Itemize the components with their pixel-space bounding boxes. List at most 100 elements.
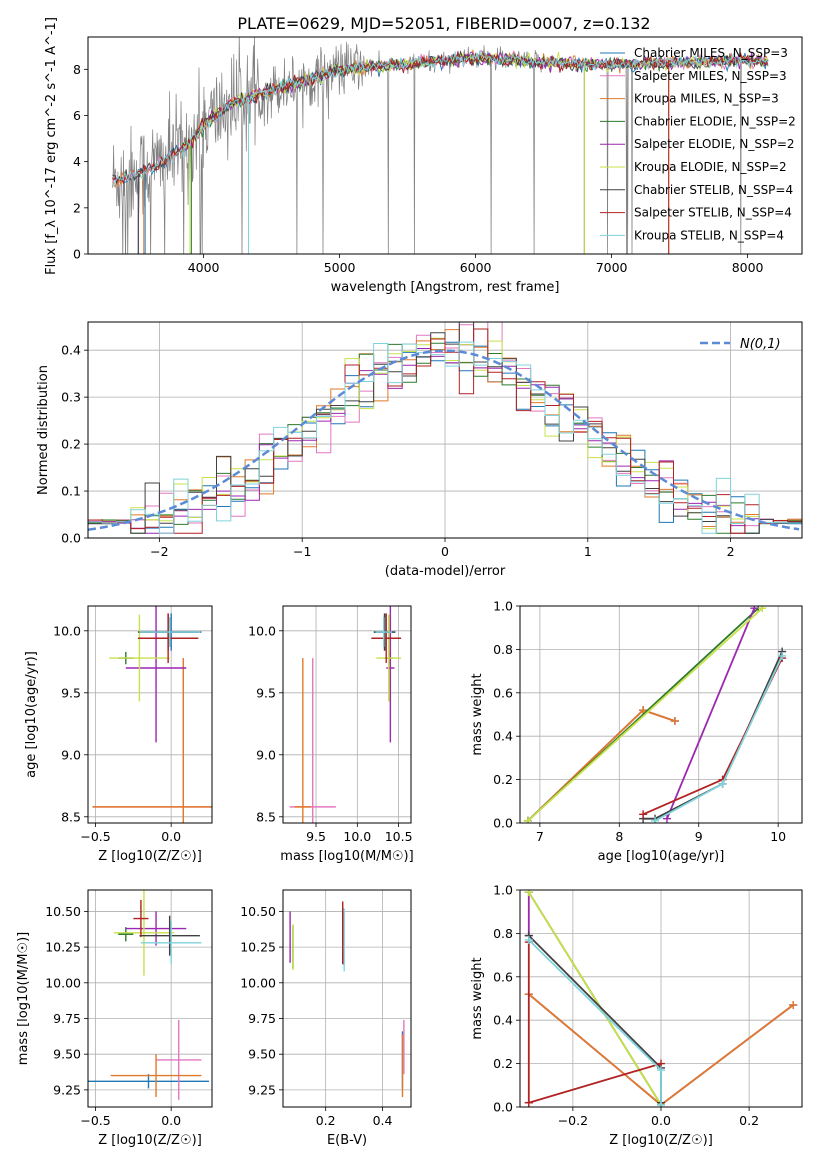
- y-tick-label: 0.2: [493, 1056, 513, 1071]
- y-tick-label: 0.6: [493, 685, 513, 700]
- legend-entry-kroupa-miles: Kroupa MILES, N_SSP=3: [634, 92, 779, 106]
- x-tick-label: 2: [727, 544, 735, 559]
- x-tick-label: 7000: [596, 260, 628, 275]
- legend-entry-kroupa-elodie: Kroupa ELODIE, N_SSP=2: [634, 160, 787, 174]
- y-tick-label: 9.25: [248, 1082, 276, 1097]
- y-axis-label: mass weight: [470, 957, 485, 1039]
- y-tick-label: 8: [73, 62, 81, 77]
- weight-marker-kroupa-miles: [639, 706, 648, 715]
- axes-frame: [519, 889, 803, 1108]
- axes-frame: [87, 605, 213, 824]
- errorbar-point-salpeter-elodie: [386, 606, 395, 743]
- weight-marker-salpeter-elodie: [750, 606, 759, 613]
- axes-frame: [282, 605, 412, 824]
- y-tick-label: 9.75: [53, 1011, 81, 1026]
- legend-entry-salpeter-miles: Salpeter MILES, N_SSP=3: [634, 69, 787, 83]
- normal-distribution-curve: [88, 349, 800, 532]
- y-tick-label: 0.8: [493, 926, 513, 941]
- y-tick-label: 10.0: [53, 623, 81, 638]
- y-tick-label: 10.50: [240, 904, 276, 919]
- weight-marker-kroupa-stelib: [657, 1100, 665, 1107]
- weight-marker-salpeter-elodie: [662, 814, 671, 823]
- y-tick-label: 4: [73, 154, 81, 169]
- errorbar-point-salpeter-elodie: [125, 606, 187, 743]
- residual-histogram-chabrier-stelib: [88, 322, 802, 534]
- plot-area-spectrum: [112, 37, 769, 254]
- y-tick-label: 9.5: [256, 685, 276, 700]
- weight-line-salpeter-stelib: [527, 942, 662, 1104]
- errorbar-point-salpeter-stelib: [371, 613, 402, 664]
- x-tick-label: 7: [536, 829, 544, 844]
- errorbar-point-kroupa-elodie: [376, 614, 402, 702]
- plot-area-age-vs-Z: [92, 606, 212, 823]
- y-tick-label: 0.0: [493, 1100, 513, 1115]
- errorbar-point-chabrier-elodie: [118, 927, 134, 942]
- panel-age-vs-Z: −0.5 0.0 8.5 9.0 9.5 10.0 Z [log10(Z/Z☉)] age […: [24, 605, 213, 864]
- y-tick-label: 8.5: [256, 809, 276, 824]
- residual-histogram-salpeter-elodie: [88, 344, 802, 534]
- x-tick-label: 4000: [188, 260, 220, 275]
- legend-entry-salpeter-stelib: Salpeter STELIB, N_SSP=4: [634, 206, 792, 220]
- x-tick-label: 0.4: [373, 1113, 393, 1128]
- x-tick-label: 10: [770, 829, 786, 844]
- errorbar-point-kroupa-elodie: [109, 614, 170, 702]
- axes-frame: [87, 321, 803, 539]
- y-tick-label: 8.5: [61, 809, 81, 824]
- y-tick-label: 1.0: [493, 883, 513, 898]
- y-axis-label: mass [log10(M/M☉)]: [16, 932, 31, 1065]
- x-tick-label: 0.0: [161, 829, 181, 844]
- x-axis-label: E(B-V): [327, 1133, 367, 1148]
- weight-marker-kroupa-stelib: [524, 935, 533, 944]
- plot-area-mass-vs-Z: [88, 890, 209, 1100]
- y-tick-label: 0.8: [493, 642, 513, 657]
- weight-marker-kroupa-miles: [670, 717, 679, 726]
- y-tick-label: 9.50: [248, 1047, 276, 1062]
- x-axis-label: Z [log10(Z/Z☉)]: [98, 849, 202, 864]
- errorbar-point-salpeter-stelib: [137, 613, 199, 664]
- x-tick-label: 9.5: [306, 829, 326, 844]
- x-tick-label: 8000: [732, 260, 764, 275]
- y-tick-label: 0.2: [61, 437, 81, 452]
- errorbar-point-kroupa-miles: [92, 658, 212, 823]
- y-tick-label: 9.75: [248, 1011, 276, 1026]
- x-axis-label: age [log10(age/yr)]: [598, 849, 725, 864]
- y-tick-label: 2: [73, 200, 81, 215]
- weight-marker-kroupa-elodie: [524, 890, 533, 897]
- errorbar-point-chabrier-miles: [88, 1074, 209, 1089]
- weight-marker-kroupa-stelib: [718, 779, 727, 788]
- panel-weight-vs-age: 7 8 9 10 0.0 0.2 0.4 0.6 0.8 1.0 age [log10(age/yr…: [470, 599, 803, 864]
- y-tick-label: 0.3: [61, 390, 81, 405]
- panel-mass-vs-EBV: 0.2 0.4 9.25 9.50 9.75 10.00 10.25 10.50 E(B-V): [240, 889, 412, 1148]
- axes-frame: [519, 605, 803, 824]
- errorbar-point-kroupa-stelib: [139, 617, 200, 647]
- y-tick-label: 10.50: [45, 904, 81, 919]
- y-tick-label: 0: [73, 247, 81, 262]
- y-axis-label: Flux [f_λ 10^-17 erg cm^-2 s^-1 A^-1]: [44, 17, 59, 275]
- panel-mass-vs-Z: −0.5 0.0 9.25 9.50 9.75 10.00 10.25 10.50 Z [log…: [16, 889, 213, 1148]
- x-tick-label: −0.5: [80, 1113, 110, 1128]
- weight-marker-kroupa-miles: [789, 1001, 798, 1010]
- x-tick-label: 9: [695, 829, 703, 844]
- errorbar-point-kroupa-stelib: [140, 921, 202, 965]
- model-spectrum-kroupa-stelib: [112, 50, 769, 188]
- y-tick-label: 0.0: [493, 816, 513, 831]
- legend-entry-normal: N(0,1): [740, 337, 781, 352]
- x-tick-label: 6000: [460, 260, 492, 275]
- legend-entry-salpeter-elodie: Salpeter ELODIE, N_SSP=2: [634, 137, 795, 151]
- errorbar-point-kroupa-miles: [110, 1054, 202, 1098]
- y-tick-label: 1.0: [493, 599, 513, 614]
- axes-frame: [87, 36, 803, 255]
- plot-area-residuals: [88, 322, 802, 534]
- y-tick-label: 0.0: [61, 531, 81, 546]
- panel-residuals: −2 −1 0 1 2 0.0 0.1 0.2 0.3 0.4 N(0,1) (data-model)…: [36, 321, 803, 579]
- x-axis-label: (data-model)/error: [385, 564, 506, 579]
- y-tick-label: 0.4: [493, 1013, 513, 1028]
- residual-histogram-salpeter-stelib: [88, 328, 802, 534]
- y-axis-label: mass weight: [470, 673, 485, 755]
- y-axis-label: Normed distribution: [36, 365, 51, 495]
- x-tick-label: 0.2: [739, 1113, 759, 1128]
- x-tick-label: 1: [584, 544, 592, 559]
- weight-marker-salpeter-stelib: [639, 810, 648, 819]
- y-tick-label: 10.0: [248, 623, 276, 638]
